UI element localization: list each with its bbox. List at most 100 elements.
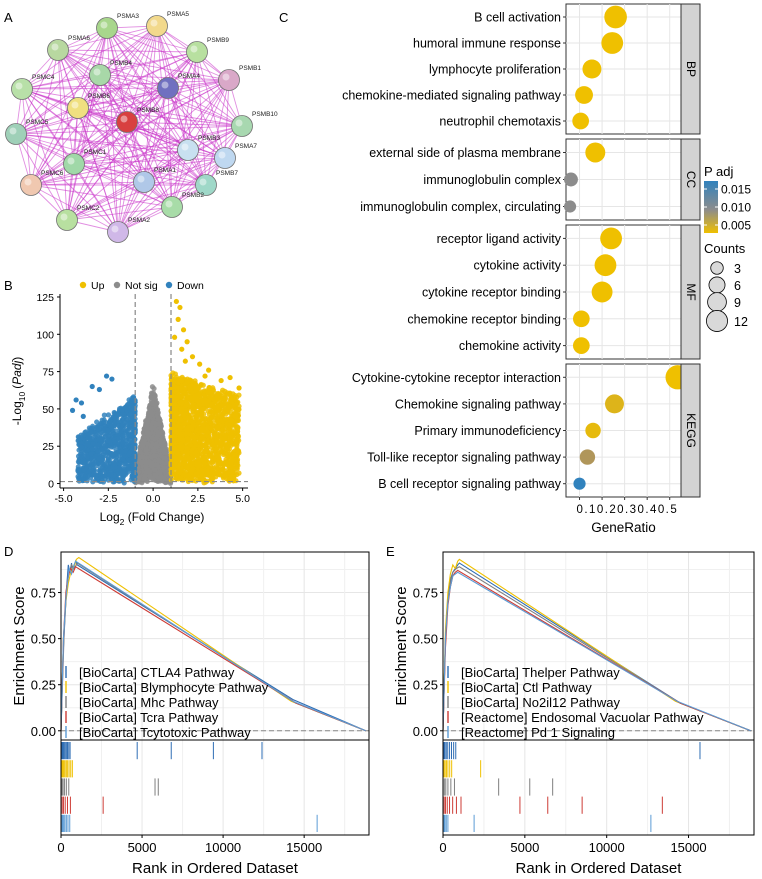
point-up [184, 429, 190, 436]
point-down [104, 437, 110, 444]
point-up [235, 447, 241, 454]
point-up [227, 397, 233, 403]
network-node [11, 78, 33, 100]
ppi-network: PSMA3 PSMA5PSMB9PSMB1PSMB10PSMA7PSMB7PSMB… [5, 11, 278, 243]
term-dot [575, 86, 593, 104]
point-up [206, 367, 212, 373]
point-up [228, 417, 235, 424]
point-not-sig [150, 419, 156, 426]
point-up [206, 453, 213, 459]
network-edge [156, 25, 173, 208]
legend-marker [113, 281, 121, 289]
network-node-highlight [15, 82, 23, 90]
network-edge [196, 51, 207, 186]
point-not-sig [149, 400, 156, 407]
x-tick-label: -2.5 [99, 493, 117, 505]
point-up [194, 462, 200, 468]
network-edge [143, 157, 226, 183]
point-up [222, 473, 229, 479]
network-node [214, 147, 236, 169]
point-not-sig [140, 440, 146, 446]
network-edge [99, 74, 119, 233]
network-edge [73, 163, 173, 208]
point-down [126, 405, 132, 411]
network-edge [30, 184, 173, 208]
point-not-sig [143, 464, 149, 470]
network-edge [66, 149, 189, 221]
term-dot [572, 112, 590, 130]
point-up [230, 435, 236, 441]
volcano-points [69, 298, 242, 486]
point-down [127, 450, 133, 456]
network-edge [57, 49, 198, 53]
point-not-sig [156, 420, 162, 427]
x-axis-label-rest: (Fold Change) [124, 510, 204, 524]
term-label: lymphocyte proliferation [429, 63, 561, 77]
point-down [112, 415, 118, 421]
network-edge [126, 121, 173, 208]
point-up [204, 468, 210, 474]
point-not-sig [155, 416, 161, 422]
term-label: B cell activation [474, 11, 561, 25]
network-edge [77, 107, 207, 186]
network-edge [171, 79, 230, 208]
term-dot [601, 32, 624, 54]
point-down [69, 407, 76, 413]
network-node-label: PSMB2 [182, 192, 204, 199]
network-edge [99, 74, 243, 127]
point-not-sig [164, 468, 170, 475]
point-down [82, 459, 88, 465]
network-edge [73, 163, 145, 183]
point-down [87, 429, 94, 435]
point-down [78, 444, 85, 450]
network-node [186, 41, 208, 63]
network-node-highlight [71, 101, 79, 109]
point-not-sig [152, 467, 158, 473]
point-down [97, 469, 104, 476]
network-node [96, 17, 118, 39]
network-edge [126, 121, 189, 151]
point-down [94, 442, 101, 448]
point-down [94, 419, 100, 425]
network-edge [15, 107, 79, 135]
network-edge [77, 107, 145, 183]
point-up [205, 389, 211, 395]
network-node-label: PSMB7 [216, 170, 238, 177]
point-down [96, 386, 102, 393]
point-up [174, 450, 181, 456]
point-down [111, 460, 117, 467]
network-edge [73, 163, 119, 233]
network-edge [57, 49, 230, 81]
network-edge [143, 25, 158, 183]
point-up [219, 418, 225, 424]
network-node [5, 123, 27, 145]
point-up [181, 385, 188, 391]
point-up [213, 442, 220, 449]
point-not-sig [154, 406, 160, 413]
point-up [184, 376, 190, 382]
point-not-sig [161, 455, 168, 461]
network-node [20, 174, 42, 196]
panel-a-letter: A [4, 10, 13, 25]
network-node [157, 77, 179, 99]
network-edge [66, 27, 108, 221]
point-not-sig [160, 441, 166, 447]
term-label: neutrophil chemotaxis [439, 115, 561, 129]
network-node-label: PSMA4 [178, 73, 200, 80]
point-up [205, 408, 211, 414]
network-edge [99, 74, 189, 151]
network-edge [30, 87, 169, 186]
point-down [119, 411, 125, 418]
network-edge [117, 149, 189, 233]
facet-cc: external side of plasma membraneimmunogl… [360, 138, 701, 221]
network-node [146, 15, 168, 37]
x-tick-label: -5.0 [55, 493, 73, 505]
network-edge [57, 49, 169, 89]
network-edge [30, 181, 145, 186]
point-down [105, 458, 111, 464]
point-up [234, 424, 240, 430]
point-up [174, 429, 180, 435]
point-up [202, 437, 208, 443]
point-up [180, 327, 187, 333]
